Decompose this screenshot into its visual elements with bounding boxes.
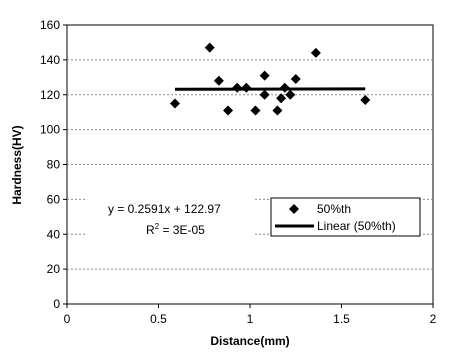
data-point-4 xyxy=(232,82,243,93)
y-tick-label-8: 160 xyxy=(40,18,60,32)
data-point-1 xyxy=(204,42,215,53)
y-tick-label-5: 100 xyxy=(40,123,60,137)
data-point-9 xyxy=(272,105,283,116)
x-tick-label-3: 1.5 xyxy=(333,312,350,326)
data-point-11 xyxy=(279,82,290,93)
x-axis-ticks: 0 0.5 1 1.5 2 xyxy=(64,304,437,326)
data-point-6 xyxy=(250,105,261,116)
x-tick-label-2: 1 xyxy=(247,312,254,326)
r-squared-label: R2 = 3E-05 xyxy=(146,222,205,237)
y-tick-label-7: 140 xyxy=(40,53,60,67)
data-point-0 xyxy=(169,98,180,109)
y-tick-label-3: 60 xyxy=(47,192,61,206)
y-tick-label-2: 40 xyxy=(47,227,61,241)
equation-box xyxy=(85,196,255,238)
y-tick-label-0: 0 xyxy=(53,297,60,311)
legend-box xyxy=(270,197,421,237)
y-axis-ticks: 0 20 40 60 80 100 120 140 160 xyxy=(40,18,67,311)
legend-label-50th: 50%th xyxy=(317,202,351,216)
data-point-12 xyxy=(285,89,296,100)
trendline-equation: y = 0.2591x + 122.97 xyxy=(108,202,221,216)
x-tick-label-0: 0 xyxy=(64,312,71,326)
y-tick-label-1: 20 xyxy=(47,262,61,276)
data-point-5 xyxy=(241,82,252,93)
data-point-3 xyxy=(223,105,234,116)
x-tick-label-4: 2 xyxy=(430,312,437,326)
data-point-13 xyxy=(290,74,301,85)
x-tick-label-1: 0.5 xyxy=(150,312,167,326)
x-axis-title: Distance(mm) xyxy=(210,334,289,348)
legend-label-linear: Linear (50%th) xyxy=(317,219,396,233)
y-axis-title: Hardness(HV) xyxy=(10,125,24,204)
data-point-15 xyxy=(360,94,371,105)
legend-marker-50th xyxy=(289,204,299,214)
plot-area xyxy=(66,24,434,305)
data-point-10 xyxy=(276,93,287,104)
y-tick-label-6: 120 xyxy=(40,88,60,102)
data-point-7 xyxy=(259,70,270,81)
data-points xyxy=(169,42,371,116)
y-tick-label-4: 80 xyxy=(47,158,61,172)
data-point-8 xyxy=(259,89,270,100)
data-point-14 xyxy=(310,47,321,58)
data-point-2 xyxy=(213,75,224,86)
